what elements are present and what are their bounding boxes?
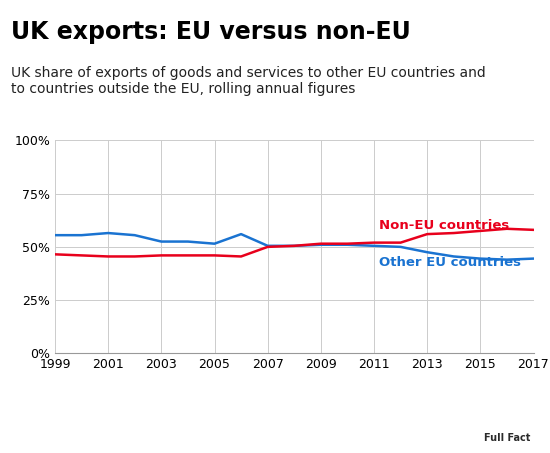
Polygon shape — [451, 374, 550, 453]
Text: Other EU countries: Other EU countries — [379, 256, 521, 270]
Text: ONS balance of payments datasets "Exports: European Union" (L7D7) and
"Exports: : ONS balance of payments datasets "Export… — [63, 383, 481, 405]
Text: UK exports: EU versus non-EU: UK exports: EU versus non-EU — [11, 20, 411, 44]
Text: Source:: Source: — [11, 383, 59, 393]
Text: UK share of exports of goods and services to other EU countries and
to countries: UK share of exports of goods and service… — [11, 66, 486, 96]
Text: Non-EU countries: Non-EU countries — [379, 218, 509, 231]
Text: Full Fact: Full Fact — [484, 434, 530, 443]
